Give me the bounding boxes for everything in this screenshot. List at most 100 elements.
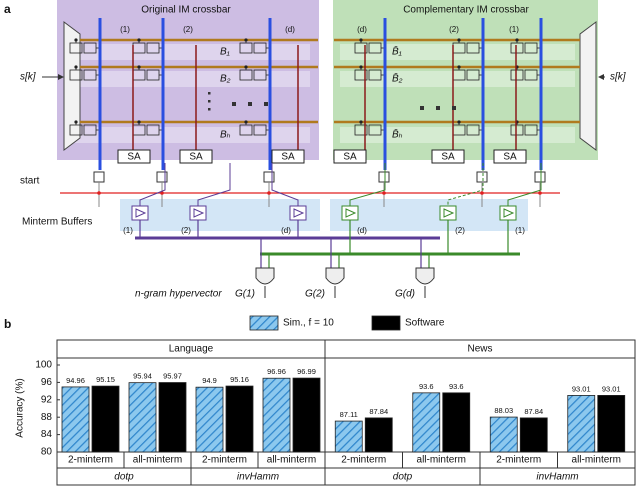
value-label: 95.94: [133, 372, 152, 381]
ellipsis: [452, 106, 456, 110]
junction: [267, 191, 271, 195]
crossbar-title: Complementary IM crossbar: [403, 5, 529, 16]
junction: [97, 191, 101, 195]
panel-label: b: [4, 317, 11, 331]
buffer-label: (2): [181, 226, 191, 235]
frame: [56, 339, 636, 486]
sense-amp-label: SA: [441, 152, 455, 163]
sense-amp-label: SA: [189, 152, 203, 163]
node: [137, 38, 141, 42]
input-label: s[k]: [20, 72, 36, 83]
bar: [61, 386, 90, 453]
node: [137, 120, 141, 124]
sense-amp-label: SA: [503, 152, 517, 163]
wire: [349, 163, 386, 206]
row-label: B̄₂: [392, 72, 403, 85]
junction: [382, 191, 386, 195]
row-strip: [75, 44, 310, 60]
sense-amp: [271, 149, 305, 164]
x-tick-label: 2-minterm: [68, 455, 113, 466]
column-label: (d): [285, 25, 295, 34]
value-label: 96.99: [297, 367, 316, 376]
node: [359, 120, 363, 124]
value-label: 87.84: [524, 407, 543, 416]
ellipsis: [436, 106, 440, 110]
y-tick-label: 92: [41, 394, 53, 405]
sense-amp: [431, 149, 465, 164]
row-strip: [75, 71, 310, 87]
sense-amp-label: SA: [127, 152, 141, 163]
row-label: B̄₁: [392, 45, 402, 58]
switch: [476, 171, 488, 183]
ellipsis: [232, 102, 236, 106]
sense-amp-label: SA: [281, 152, 295, 163]
y-tick-label: 96: [41, 377, 53, 388]
junction: [480, 191, 484, 195]
panel-title: News: [467, 344, 492, 355]
value-label: 93.01: [572, 384, 591, 393]
ellipsis: [208, 100, 211, 103]
buffer-bg: [120, 199, 320, 231]
output: G(d): [395, 289, 415, 300]
buffer-symbol: [345, 208, 357, 218]
buffer-symbol: [293, 208, 305, 218]
bar: [91, 385, 120, 453]
bar: [442, 392, 471, 453]
switch: [378, 171, 390, 183]
row-label: Bₕ: [220, 130, 231, 141]
arrow-head: [598, 74, 604, 80]
or-gate: [325, 267, 345, 285]
column-label: (d): [357, 25, 367, 34]
bar: [262, 377, 291, 453]
bar: [195, 386, 224, 453]
value-label: 93.01: [602, 384, 621, 393]
bar: [225, 385, 254, 453]
row-label: B₁: [220, 47, 230, 58]
legend-swatch: [371, 315, 401, 331]
sense-amp: [333, 149, 367, 164]
junction: [160, 191, 164, 195]
buffers-label: Minterm Buffers: [22, 217, 92, 228]
bar: [334, 420, 363, 453]
arrow-head: [58, 74, 64, 80]
bar: [412, 392, 441, 453]
wire: [507, 163, 542, 206]
value-label: 96.96: [267, 367, 286, 376]
input-label: s[k]: [610, 72, 626, 83]
node: [457, 38, 461, 42]
column-label: (2): [449, 25, 459, 34]
crossbar-title: Original IM crossbar: [141, 5, 231, 16]
wire: [197, 163, 231, 206]
legend-swatch: [249, 315, 279, 331]
value-label: 87.11: [340, 410, 358, 419]
or-gate: [415, 267, 435, 285]
row-strip: [75, 127, 310, 143]
start-label: start: [20, 176, 40, 187]
wire: [271, 163, 299, 206]
buffer-symbol: [135, 208, 147, 218]
legend-label: Sim., f = 10: [283, 318, 334, 329]
group-label: dotp: [114, 472, 134, 483]
buffer-bg: [330, 199, 528, 231]
buffer-symbol: [193, 208, 205, 218]
y-axis-label: Accuracy (%): [15, 378, 26, 437]
buffer-symbol: [443, 208, 455, 218]
switch: [534, 171, 546, 183]
ellipsis: [420, 106, 424, 110]
column-label: (2): [183, 25, 193, 34]
buffer-label: (1): [123, 226, 133, 235]
sense-amp: [117, 149, 151, 164]
value-label: 87.84: [369, 407, 388, 416]
group-label: invHamm: [536, 472, 578, 483]
buffer-label: (1): [515, 226, 525, 235]
value-label: 95.15: [96, 375, 115, 384]
ellipsis: [264, 102, 268, 106]
x-tick-label: 2-minterm: [202, 455, 247, 466]
buffer-label: (2): [455, 226, 465, 235]
value-label: 93.6: [419, 382, 434, 391]
node: [244, 65, 248, 69]
y-tick-label: 80: [41, 447, 53, 458]
output-label: n-gram hypervector: [135, 289, 222, 300]
legend-label: Software: [405, 318, 445, 329]
x-tick-label: 2-minterm: [496, 455, 541, 466]
